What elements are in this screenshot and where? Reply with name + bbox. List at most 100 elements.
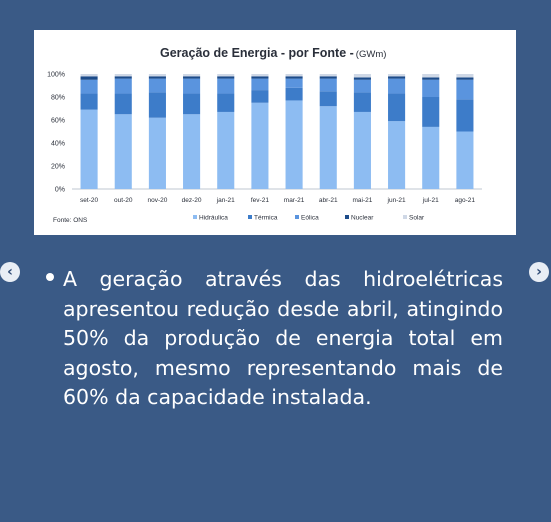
legend-swatch: [193, 215, 197, 219]
bar-segment: [148, 117, 166, 189]
bar-segment: [114, 74, 132, 77]
legend-label: Térmica: [254, 215, 278, 222]
legend-swatch: [295, 215, 299, 219]
chart-source: Fonte: ONS: [53, 217, 88, 224]
y-tick-label: 80%: [51, 95, 65, 102]
bar-segment: [183, 93, 201, 115]
bar-segment: [319, 78, 337, 92]
x-tick-label: mar-21: [284, 197, 305, 204]
bar-segment: [319, 91, 337, 107]
legend-swatch: [403, 215, 407, 219]
bar-segment: [114, 114, 132, 189]
x-tick-label: ago-21: [455, 197, 476, 204]
y-tick-label: 0%: [55, 187, 65, 194]
bar-segment: [285, 74, 303, 77]
bar-segment: [217, 93, 235, 112]
bar-segment: [251, 76, 269, 79]
bar-segment: [422, 126, 440, 189]
bar-segment: [353, 111, 371, 189]
bar-segment: [217, 76, 235, 79]
bar-segment: [388, 121, 406, 189]
bullet-point: A geração através das hidroelétricas apr…: [46, 265, 551, 425]
y-tick-label: 40%: [51, 141, 65, 148]
bar-segment: [114, 78, 132, 94]
bar-segment: [148, 78, 166, 93]
bar-segment: [422, 97, 440, 127]
bar-segment: [183, 76, 201, 79]
bar-segment: [80, 109, 98, 189]
bar-segment: [353, 74, 371, 78]
bar-segment: [148, 74, 166, 77]
bar-segment: [217, 74, 235, 77]
x-tick-label: abr-21: [319, 197, 338, 204]
bar-segment: [80, 93, 98, 110]
bar-segment: [353, 92, 371, 112]
x-tick-label: dez-20: [182, 197, 202, 204]
bar-segment: [285, 87, 303, 101]
chart-title-unit: (GWm): [356, 49, 387, 60]
bar-segment: [422, 79, 440, 97]
bar-segment: [422, 77, 440, 80]
bar-segment: [217, 78, 235, 94]
chart-panel: [34, 30, 516, 235]
legend-label: Nuclear: [351, 215, 374, 222]
bar-segment: [80, 74, 98, 77]
previous-slide-button[interactable]: ‹: [0, 262, 20, 282]
bar-segment: [456, 99, 474, 132]
bar-segment: [114, 93, 132, 115]
x-tick-label: fev-21: [251, 197, 269, 204]
x-tick-label: jan-21: [216, 197, 235, 204]
bar-segment: [251, 78, 269, 91]
bar-segment: [285, 100, 303, 189]
chevron-left-icon: ‹: [7, 264, 13, 280]
bar-segment: [183, 74, 201, 77]
bar-segment: [388, 93, 406, 122]
x-tick-label: out-20: [114, 197, 133, 204]
bar-segment: [80, 76, 98, 80]
bar-segment: [456, 74, 474, 78]
bar-segment: [114, 76, 132, 79]
bar-segment: [353, 79, 371, 93]
bar-segment: [319, 106, 337, 189]
bar-segment: [319, 76, 337, 79]
bar-segment: [388, 78, 406, 94]
y-tick-label: 100%: [47, 72, 65, 79]
bar-segment: [217, 111, 235, 189]
bullet-text: A geração através das hidroelétricas apr…: [63, 267, 503, 409]
bar-segment: [80, 79, 98, 94]
bar-segment: [285, 76, 303, 79]
y-tick-label: 20%: [51, 164, 65, 171]
bullet-marker: [46, 273, 54, 281]
y-tick-label: 60%: [51, 118, 65, 125]
energy-generation-chart: Geração de Energia - por Fonte - (GWm) 0%…: [34, 30, 516, 235]
legend-label: Solar: [409, 215, 425, 222]
chevron-right-icon: ›: [536, 264, 542, 280]
bar-segment: [456, 77, 474, 80]
bar-segment: [319, 74, 337, 77]
x-tick-label: nov-20: [147, 197, 167, 204]
legend-label: Eólica: [301, 215, 319, 222]
next-slide-button[interactable]: ›: [529, 262, 549, 282]
x-tick-label: mai-21: [352, 197, 372, 204]
bar-segment: [251, 74, 269, 77]
bar-segment: [456, 79, 474, 100]
chart-title: Geração de Energia - por Fonte -: [160, 46, 354, 60]
bar-segment: [285, 78, 303, 88]
x-tick-label: jul-21: [422, 197, 439, 204]
bar-segment: [388, 76, 406, 79]
bar-segment: [388, 74, 406, 77]
bar-segment: [251, 102, 269, 189]
legend-swatch: [345, 215, 349, 219]
bar-segment: [251, 90, 269, 103]
bar-segment: [183, 114, 201, 189]
bar-segment: [183, 78, 201, 94]
bar-segment: [148, 92, 166, 118]
bar-segment: [353, 77, 371, 80]
legend-swatch: [248, 215, 252, 219]
x-tick-label: jun-21: [387, 197, 406, 204]
bar-segment: [456, 131, 474, 189]
x-tick-label: set-20: [80, 197, 98, 204]
legend-label: Hidráulica: [199, 215, 228, 222]
bar-segment: [148, 76, 166, 79]
bar-segment: [422, 74, 440, 78]
